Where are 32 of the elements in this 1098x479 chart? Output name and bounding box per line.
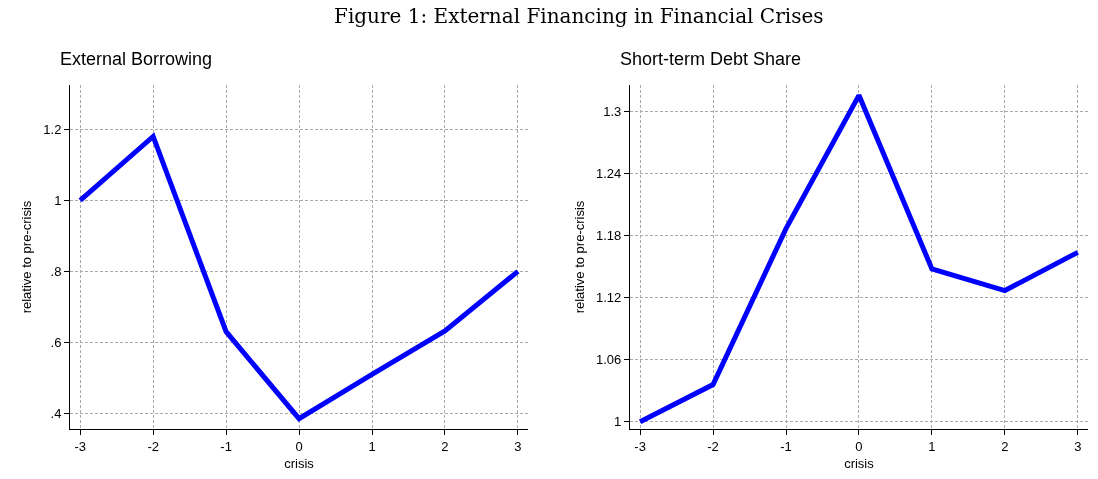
x-tick-label: -2 [707,438,719,454]
y-tick-label: 1.06 [595,352,622,368]
x-axis-title: crisis [284,456,315,472]
y-tick-label: 1 [54,192,62,208]
x-tick-label: -1 [780,438,792,454]
caption: Figure 1: External Financing in Financial Crises [334,4,824,28]
y-tick-label: 1 [614,414,622,430]
x-tick-label: -2 [147,438,159,454]
y-tick-label: .8 [50,263,62,279]
x-tick-label: 2 [441,438,449,454]
chart-title: Short-term Debt Share [620,49,802,69]
x-tick-label: 1 [928,438,936,454]
x-tick-label: 1 [368,438,376,454]
y-tick-label: 1.18 [595,228,622,244]
x-tick-label: 3 [1074,438,1082,454]
y-tick-label: 1.12 [595,290,622,306]
x-tick-label: 0 [855,438,863,454]
y-axis-title: relative to pre-crisis [571,200,587,314]
y-tick-label: .4 [50,405,62,421]
y-tick-label: 1.3 [603,104,622,120]
x-tick-label: -3 [74,438,86,454]
y-tick-label: 1.2 [43,121,62,137]
x-tick-label: -1 [220,438,232,454]
y-axis-title: relative to pre-crisis [19,200,35,314]
y-tick-label: .6 [50,334,62,350]
x-tick-label: -3 [634,438,646,454]
x-tick-label: 0 [295,438,303,454]
x-tick-label: 3 [514,438,522,454]
x-tick-label: 2 [1001,438,1009,454]
x-axis-title: crisis [844,456,875,472]
chart-title: External Borrowing [60,49,213,69]
y-tick-label: 1.24 [595,166,622,182]
